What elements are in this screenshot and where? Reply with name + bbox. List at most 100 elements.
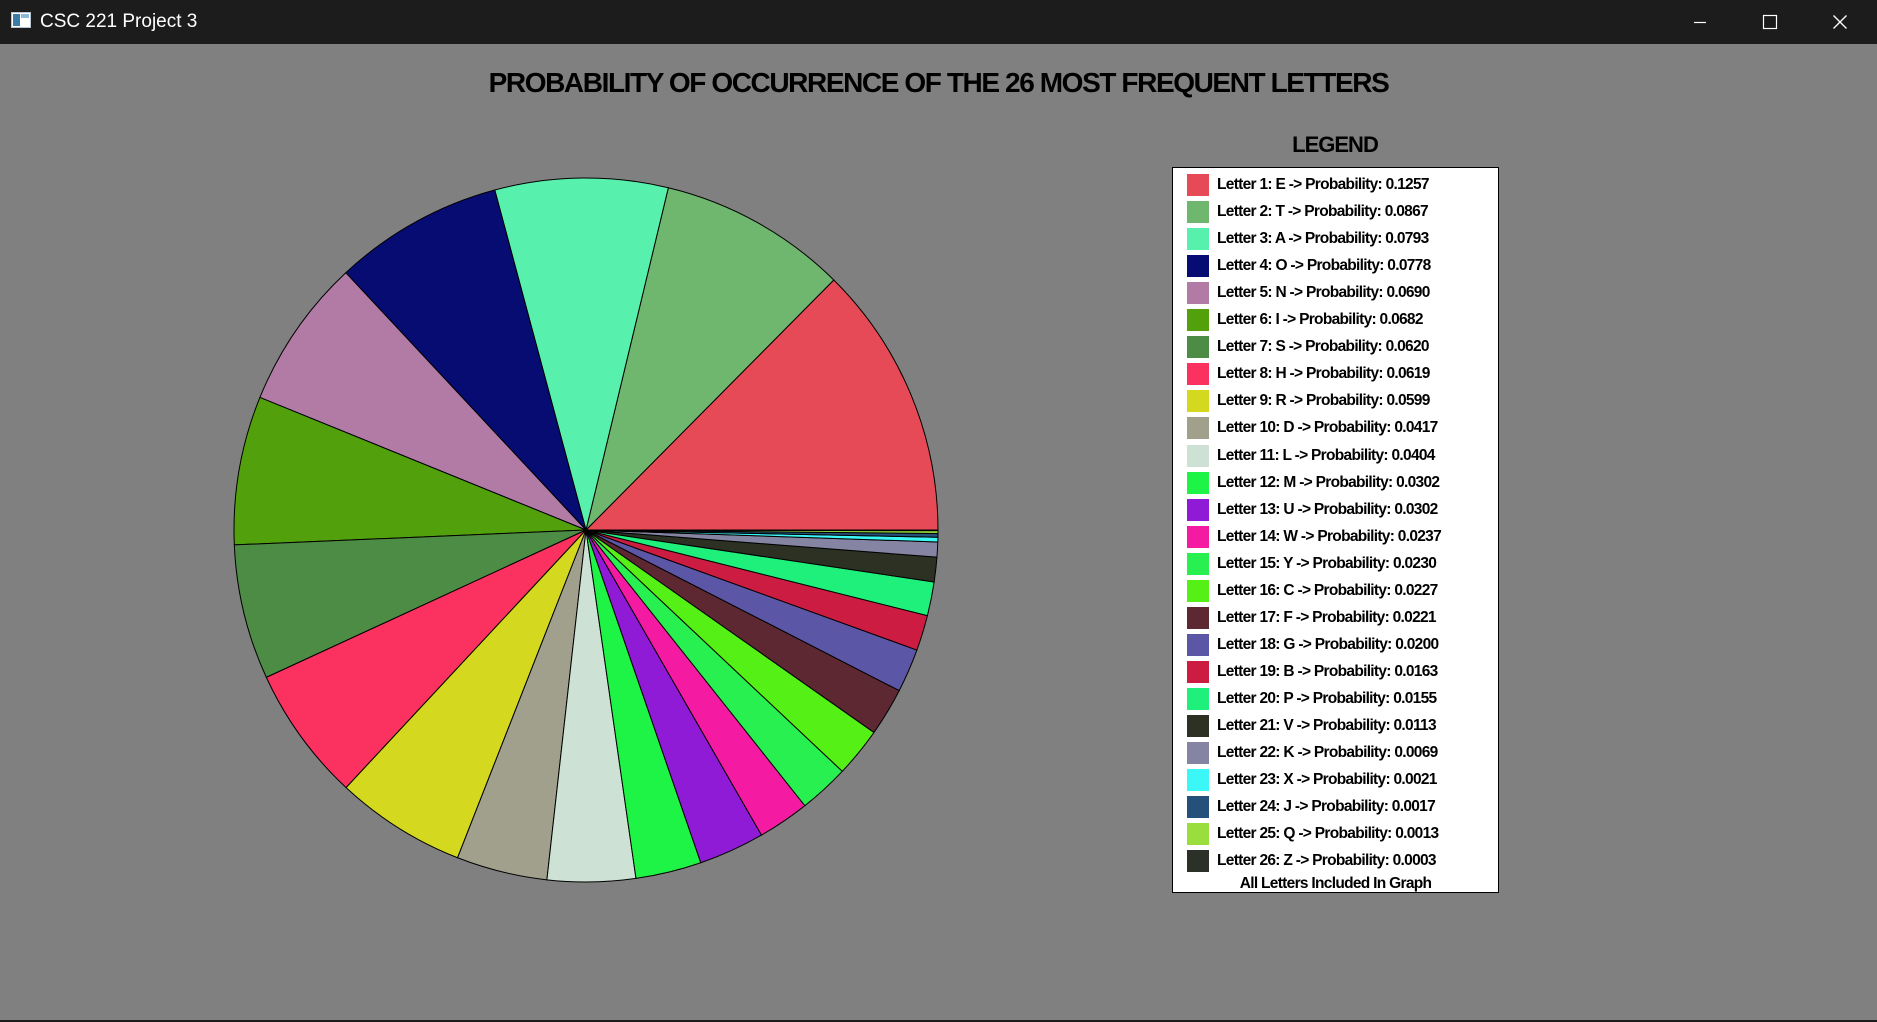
legend-swatch xyxy=(1187,444,1209,467)
legend-item-a: Letter 3: A -> Probability: 0.0793 xyxy=(1187,226,1429,252)
legend-swatch xyxy=(1187,417,1209,440)
legend-swatch xyxy=(1187,715,1209,737)
legend-label: Letter 14: W -> Probability: 0.0237 xyxy=(1217,527,1442,545)
legend-item-v: Letter 21: V -> Probability: 0.0113 xyxy=(1187,713,1437,739)
pie-slice-o xyxy=(345,189,587,531)
legend-swatch xyxy=(1187,769,1209,792)
legend-label: Letter 7: S -> Probability: 0.0620 xyxy=(1217,338,1429,356)
legend-label: Letter 23: X -> Probability: 0.0021 xyxy=(1217,771,1437,789)
legend-item-y: Letter 15: Y -> Probability: 0.0230 xyxy=(1187,551,1437,577)
legend-label: Letter 19: B -> Probability: 0.0163 xyxy=(1217,662,1438,680)
legend-label: Letter 16: C -> Probability: 0.0227 xyxy=(1217,581,1438,599)
legend-item-z: Letter 26: Z -> Probability: 0.0003 xyxy=(1187,848,1437,874)
window-title: CSC 221 Project 3 xyxy=(40,11,198,32)
pie-slice-e xyxy=(585,279,939,531)
legend-item-r: Letter 9: R -> Probability: 0.0599 xyxy=(1187,388,1430,414)
legend-label: Letter 1: E -> Probability: 0.1257 xyxy=(1217,176,1429,193)
legend-swatch xyxy=(1187,796,1209,819)
legend-label: Letter 6: I -> Probability: 0.0682 xyxy=(1217,311,1423,329)
legend-item-h: Letter 8: H -> Probability: 0.0619 xyxy=(1187,361,1430,387)
legend-item-x: Letter 23: X -> Probability: 0.0021 xyxy=(1187,767,1437,793)
legend-item-p: Letter 20: P -> Probability: 0.0155 xyxy=(1187,686,1437,712)
legend-swatch xyxy=(1187,606,1209,629)
legend-item-u: Letter 13: U -> Probability: 0.0302 xyxy=(1187,497,1438,523)
pie-slice-r xyxy=(345,529,587,859)
close-icon xyxy=(1832,14,1848,30)
pie-slice-h xyxy=(265,529,587,789)
legend-swatch xyxy=(1187,823,1209,846)
app-window-icon xyxy=(11,12,31,28)
legend-item-i: Letter 6: I -> Probability: 0.0682 xyxy=(1187,307,1423,333)
legend-item-k: Letter 22: K -> Probability: 0.0069 xyxy=(1187,740,1438,766)
legend-swatch xyxy=(1187,282,1209,305)
legend-footer: All Letters Included In Graph xyxy=(1239,875,1432,892)
legend-swatch xyxy=(1187,174,1209,196)
legend-label: Letter 18: G -> Probability: 0.0200 xyxy=(1217,635,1439,653)
legend-label: Letter 12: M -> Probability: 0.0302 xyxy=(1217,473,1440,491)
legend-item-c: Letter 16: C -> Probability: 0.0227 xyxy=(1187,578,1438,604)
legend-swatch xyxy=(1187,336,1209,359)
maximize-icon xyxy=(1762,14,1778,30)
minimize-icon xyxy=(1692,14,1708,30)
legend-label: Letter 13: U -> Probability: 0.0302 xyxy=(1217,500,1438,518)
legend-label: Letter 22: K -> Probability: 0.0069 xyxy=(1217,744,1438,762)
legend-label: Letter 3: A -> Probability: 0.0793 xyxy=(1217,230,1429,248)
legend-item-s: Letter 7: S -> Probability: 0.0620 xyxy=(1187,334,1429,360)
legend-item-l: Letter 11: L -> Probability: 0.0404 xyxy=(1187,443,1435,469)
legend-swatch xyxy=(1187,687,1209,710)
legend-item-q: Letter 25: Q -> Probability: 0.0013 xyxy=(1187,821,1439,847)
pie-slice-n xyxy=(259,272,587,531)
legend-label: Letter 8: H -> Probability: 0.0619 xyxy=(1217,365,1430,383)
pie-slice-z xyxy=(585,529,939,532)
legend-swatch xyxy=(1187,390,1209,413)
legend-swatch xyxy=(1187,498,1209,521)
pie-slice-s xyxy=(233,529,587,678)
legend-swatch xyxy=(1187,660,1209,683)
legend-swatch xyxy=(1187,525,1209,548)
legend-label: Letter 15: Y -> Probability: 0.0230 xyxy=(1217,554,1437,572)
legend-swatch xyxy=(1187,579,1209,602)
chart-title: PROBABILITY OF OCCURRENCE OF THE 26 MOST… xyxy=(488,67,1390,98)
pie-chart xyxy=(233,177,939,883)
legend-item-o: Letter 4: O -> Probability: 0.0778 xyxy=(1187,253,1431,279)
legend-item-j: Letter 24: J -> Probability: 0.0017 xyxy=(1187,794,1436,820)
legend-item-m: Letter 12: M -> Probability: 0.0302 xyxy=(1187,470,1440,496)
pie-slice-i xyxy=(233,396,587,546)
legend-label: Letter 10: D -> Probability: 0.0417 xyxy=(1217,419,1438,437)
legend-label: Letter 25: Q -> Probability: 0.0013 xyxy=(1217,825,1439,843)
legend-label: Letter 20: P -> Probability: 0.0155 xyxy=(1217,689,1437,707)
legend-item-e: Letter 1: E -> Probability: 0.1257 xyxy=(1187,172,1429,198)
minimize-button[interactable] xyxy=(1665,0,1735,44)
legend-item-n: Letter 5: N -> Probability: 0.0690 xyxy=(1187,280,1430,306)
legend-swatch xyxy=(1187,552,1209,575)
legend-swatch xyxy=(1187,363,1209,386)
legend-label: Letter 24: J -> Probability: 0.0017 xyxy=(1217,798,1436,816)
legend-label: Letter 4: O -> Probability: 0.0778 xyxy=(1217,257,1431,275)
legend-swatch xyxy=(1187,228,1209,251)
legend-item-d: Letter 10: D -> Probability: 0.0417 xyxy=(1187,415,1438,441)
legend-item-f: Letter 17: F -> Probability: 0.0221 xyxy=(1187,605,1437,631)
legend-title: LEGEND xyxy=(1292,132,1379,157)
maximize-button[interactable] xyxy=(1735,0,1805,44)
legend-item-b: Letter 19: B -> Probability: 0.0163 xyxy=(1187,659,1438,685)
legend-label: Letter 11: L -> Probability: 0.0404 xyxy=(1217,446,1435,464)
legend-label: Letter 2: T -> Probability: 0.0867 xyxy=(1217,203,1429,221)
legend-label: Letter 5: N -> Probability: 0.0690 xyxy=(1217,284,1430,302)
close-button[interactable] xyxy=(1805,0,1875,44)
window-bottom-border xyxy=(0,1020,1877,1022)
legend-swatch xyxy=(1187,742,1209,765)
legend-label: Letter 26: Z -> Probability: 0.0003 xyxy=(1217,852,1437,870)
legend-item-t: Letter 2: T -> Probability: 0.0867 xyxy=(1187,199,1429,225)
legend-label: Letter 17: F -> Probability: 0.0221 xyxy=(1217,608,1437,626)
legend-item-g: Letter 18: G -> Probability: 0.0200 xyxy=(1187,632,1439,658)
pie-slice-a xyxy=(494,177,669,531)
window-titlebar: CSC 221 Project 3 xyxy=(0,0,1877,44)
legend-swatch xyxy=(1187,633,1209,656)
legend-swatch xyxy=(1187,850,1209,873)
legend-label: Letter 9: R -> Probability: 0.0599 xyxy=(1217,392,1430,410)
legend-item-w: Letter 14: W -> Probability: 0.0237 xyxy=(1187,524,1442,550)
legend-swatch xyxy=(1187,471,1209,494)
legend-label: Letter 21: V -> Probability: 0.0113 xyxy=(1217,717,1437,734)
legend: Letter 1: E -> Probability: 0.1257 Letter… xyxy=(1172,167,1499,893)
legend-swatch xyxy=(1187,201,1209,224)
